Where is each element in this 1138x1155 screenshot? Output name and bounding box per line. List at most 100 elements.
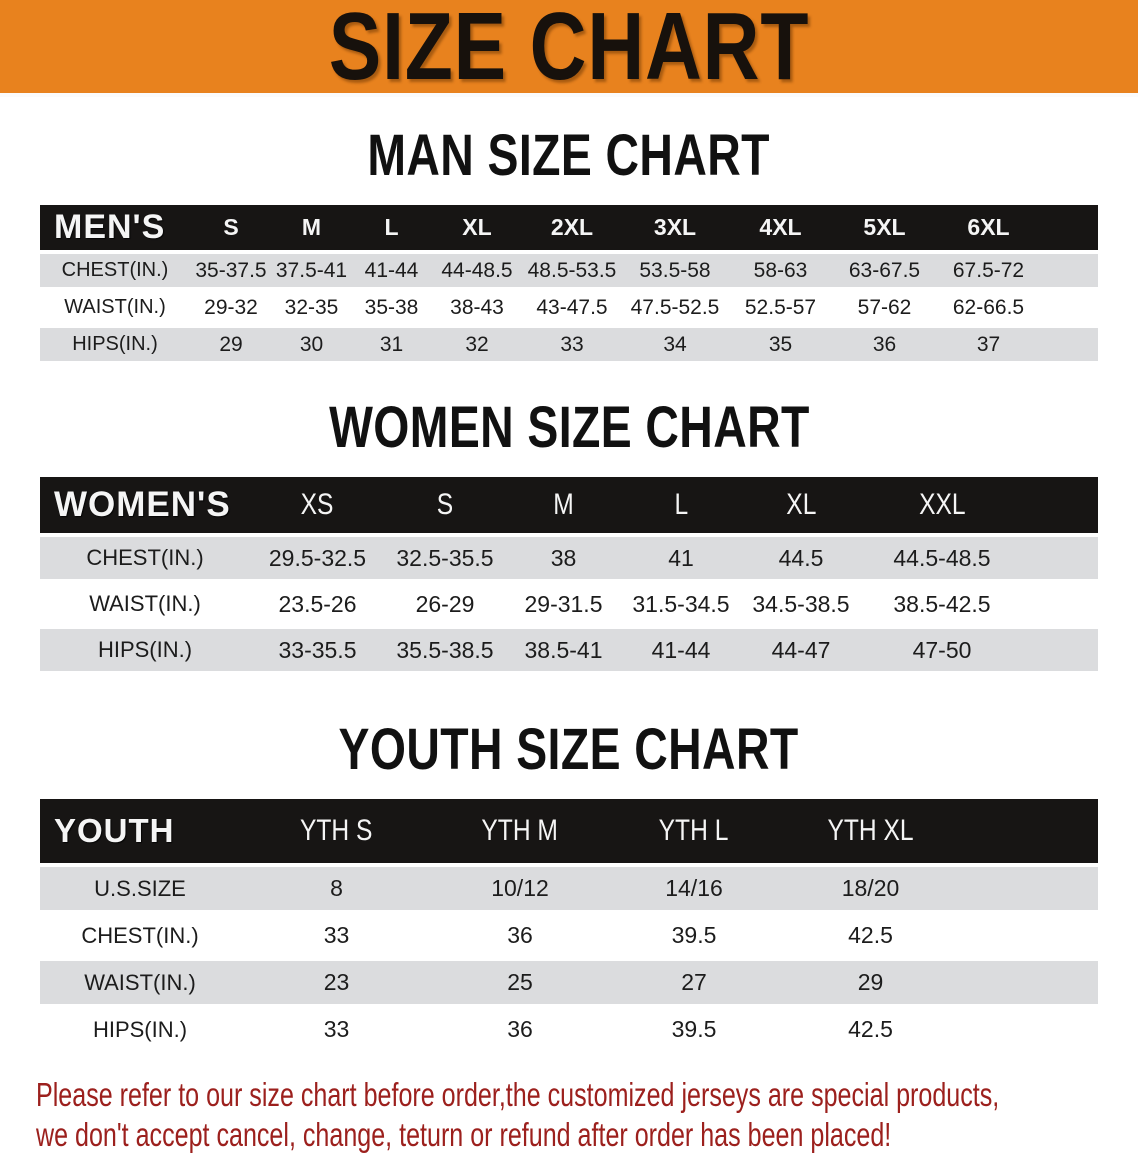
cell-value: 31.5-34.5 — [632, 590, 730, 617]
cell-value: 38 — [505, 537, 622, 579]
table-row: HIPS(IN.) 33 36 39.5 42.5 — [40, 1008, 1098, 1051]
row-label: U.S.SIZE — [40, 867, 240, 910]
cell-value: 36 — [833, 328, 936, 361]
row-spacer — [1041, 328, 1098, 361]
cell-value: 53.5-58 — [622, 254, 728, 287]
table-row: U.S.SIZE 8 10/12 14/16 18/20 — [40, 867, 1098, 910]
row-spacer — [1022, 537, 1098, 579]
women-size-chart-title: WOMEN SIZE CHART — [328, 395, 810, 460]
cell-value: 8 — [240, 867, 433, 910]
table-header-row: YOUTH YTH S YTH M YTH L YTH XL — [40, 799, 1098, 863]
cell-value: 38.5-42.5 — [893, 590, 991, 617]
women-size-table: WOMEN'S XS S M L XL XXL CHEST(IN.) 29.5-32.5 32.5… — [40, 473, 1098, 675]
cell-value: 41-44 — [622, 629, 740, 671]
row-label: WAIST(IN.) — [64, 296, 166, 318]
cell-value: 52.5-57 — [744, 295, 817, 319]
cell-value: 41 — [622, 537, 740, 579]
cell-value: 41-44 — [351, 254, 432, 287]
cell-value: 47-50 — [862, 629, 1022, 671]
disclaimer-line-1: Please refer to our size chart before or… — [36, 1076, 1000, 1113]
cell-value: 39.5 — [671, 922, 717, 948]
cell-value: 48.5-53.5 — [522, 254, 622, 287]
cell-value: 44-48.5 — [432, 254, 522, 287]
cell-value: 62-66.5 — [952, 295, 1025, 319]
row-spacer — [1041, 291, 1098, 324]
men-size-table: MEN'S S M L XL 2XL 3XL 4XL 5XL 6XL CHEST(IN.) 35-37… — [40, 201, 1098, 365]
column-header: S — [385, 477, 505, 533]
cell-value: 43-47.5 — [536, 295, 608, 319]
cell-value: 29.5-32.5 — [250, 537, 385, 579]
cell-value: 57-62 — [857, 295, 912, 319]
column-header: YTH M — [433, 799, 607, 863]
column-header: L — [622, 477, 740, 533]
table-header-label: WOMEN'S — [40, 477, 250, 533]
cell-value: 44.5 — [740, 537, 862, 579]
cell-value: 67.5-72 — [936, 254, 1041, 287]
cell-value: 29 — [190, 328, 272, 361]
cell-value: 23.5-26 — [278, 590, 357, 617]
row-spacer — [1041, 254, 1098, 287]
youth-size-chart-title: YOUTH SIZE CHART — [338, 717, 800, 782]
cell-value: 10/12 — [433, 867, 607, 910]
cell-value: 26-29 — [415, 590, 475, 617]
column-header: XL — [740, 477, 862, 533]
table-row: CHEST(IN.) 33 36 39.5 42.5 — [40, 914, 1098, 957]
table-row: HIPS(IN.) 33-35.5 35.5-38.5 38.5-41 41-44 44-… — [40, 629, 1098, 671]
column-header: S — [190, 205, 272, 250]
table-header-label: MEN'S — [40, 205, 190, 250]
column-header: 6XL — [936, 205, 1041, 250]
cell-value: 32.5-35.5 — [385, 537, 505, 579]
row-label: WAIST(IN.) — [40, 961, 240, 1004]
cell-value: 36 — [507, 1016, 533, 1042]
cell-value: 44.5-48.5 — [862, 537, 1022, 579]
table-row: HIPS(IN.) 29 30 31 32 33 34 35 36 37 — [40, 328, 1098, 361]
column-header: 3XL — [622, 205, 728, 250]
row-spacer — [960, 961, 1098, 1004]
cell-value: 32 — [432, 328, 522, 361]
cell-value: 38.5-41 — [505, 629, 622, 671]
size-chart-banner: SIZE CHART — [0, 0, 1138, 97]
cell-value: 29 — [781, 961, 960, 1004]
cell-value: 35.5-38.5 — [385, 629, 505, 671]
banner-title: SIZE CHART — [328, 0, 810, 100]
cell-value: 34.5-38.5 — [752, 590, 850, 617]
table-row: WAIST(IN.) 23 25 27 29 — [40, 961, 1098, 1004]
cell-value: 35-37.5 — [190, 254, 272, 287]
cell-value: 31 — [351, 328, 432, 361]
column-header: 2XL — [522, 205, 622, 250]
youth-size-table: YOUTH YTH S YTH M YTH L YTH XL U.S.SIZE 8 10/12… — [40, 795, 1098, 1055]
column-header: XL — [432, 205, 522, 250]
cell-value: 18/20 — [781, 867, 960, 910]
column-header: M — [272, 205, 351, 250]
cell-value: 42.5 — [848, 922, 893, 948]
column-header: M — [505, 477, 622, 533]
header-spacer — [1041, 205, 1098, 250]
cell-value: 36 — [507, 922, 533, 948]
row-label: CHEST(IN.) — [81, 922, 199, 948]
cell-value: 38-43 — [450, 295, 504, 319]
row-label: HIPS(IN.) — [92, 1016, 188, 1042]
table-header-label: YOUTH — [40, 799, 240, 863]
header-spacer — [1022, 477, 1098, 533]
column-header: L — [351, 205, 432, 250]
row-spacer — [960, 867, 1098, 910]
column-header: XXL — [862, 477, 1022, 533]
row-spacer — [960, 1008, 1098, 1051]
row-label: HIPS(IN.) — [40, 328, 190, 361]
column-header: YTH XL — [781, 799, 960, 863]
cell-value: 29-31.5 — [524, 590, 603, 617]
cell-value: 33 — [522, 328, 622, 361]
man-size-section: MAN SIZE CHART MEN'S S M L XL 2XL 3XL 4XL 5XL 6XL… — [0, 127, 1138, 365]
disclaimer: Please refer to our size chart before or… — [34, 1075, 1104, 1155]
disclaimer-line-2: we don't accept cancel, change, teturn o… — [36, 1116, 892, 1153]
cell-value: 25 — [433, 961, 607, 1004]
table-row: CHEST(IN.) 29.5-32.5 32.5-35.5 38 41 44.5 44.5… — [40, 537, 1098, 579]
header-spacer — [960, 799, 1098, 863]
column-header: 5XL — [833, 205, 936, 250]
cell-value: 63-67.5 — [833, 254, 936, 287]
cell-value: 35 — [728, 328, 833, 361]
cell-value: 35-38 — [364, 295, 419, 319]
cell-value: 37 — [936, 328, 1041, 361]
cell-value: 23 — [240, 961, 433, 1004]
